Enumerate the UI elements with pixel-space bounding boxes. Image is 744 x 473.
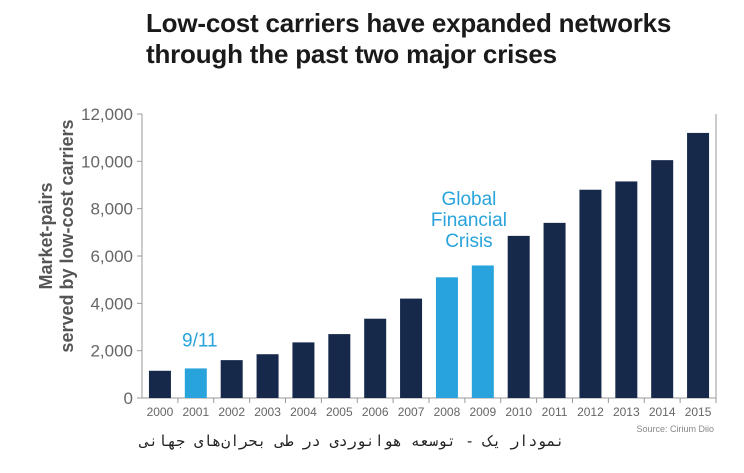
annotation-1-line-1: Financial [431,210,507,231]
y-tick-label: 0 [124,389,133,408]
bar-2004 [292,342,315,398]
x-tick-label: 2001 [182,405,209,419]
x-tick-label: 2005 [326,405,353,419]
x-tick-label: 2000 [147,405,174,419]
x-tick-label: 2002 [218,405,245,419]
y-axis-title-line-2: served by low-cost carriers [57,119,77,352]
y-tick-label: 2,000 [90,342,133,361]
bar-2001 [184,368,207,398]
chart-title: Low-cost carriers have expanded networks… [146,8,736,70]
y-axis-title-line-1: Market-pairs [36,182,56,289]
bar-2002 [220,360,243,398]
x-tick-label: 2004 [290,405,317,419]
bar-2015 [687,132,710,398]
bar-2007 [400,298,423,398]
annotation-1-line-2: Crisis [445,231,493,252]
x-tick-label: 2010 [505,405,532,419]
x-tick-label: 2008 [434,405,461,419]
bar-2013 [615,181,638,398]
y-tick-label: 4,000 [90,294,133,313]
bar-2014 [651,160,674,398]
y-tick-label: 10,000 [81,152,133,171]
x-tick-label: 2007 [398,405,425,419]
x-tick-label: 2014 [649,405,676,419]
bar-2008 [435,277,458,398]
y-tick-label: 12,000 [81,105,133,124]
bar-2009 [471,265,494,398]
x-tick-label: 2011 [542,405,568,419]
chart-title-line-2: through the past two major crises [146,39,557,69]
source-note: Source: Cirium Diio [636,424,714,434]
annotation-0-line-0: 9/11 [182,330,218,351]
y-tick-label: 8,000 [90,200,133,219]
bar-2012 [579,189,602,398]
bar-2010 [507,235,530,398]
chart-title-line-1: Low-cost carriers have expanded networks [146,8,672,38]
x-tick-label: 2013 [613,405,640,419]
annotation-1-line-0: Global [441,189,496,210]
y-tick-label: 6,000 [90,247,133,266]
bar-2006 [364,318,387,398]
bar-2005 [328,334,351,398]
bar-2003 [256,354,279,398]
x-tick-label: 2015 [685,405,712,419]
bar-2011 [543,222,566,398]
x-tick-label: 2006 [362,405,389,419]
bar-2000 [148,370,171,398]
figure-caption: نمودار یک - توسعه هوانوردی در طی بحران‌ه… [140,432,565,450]
x-tick-label: 2003 [254,405,281,419]
x-tick-label: 2009 [469,405,496,419]
x-tick-label: 2012 [577,405,604,419]
